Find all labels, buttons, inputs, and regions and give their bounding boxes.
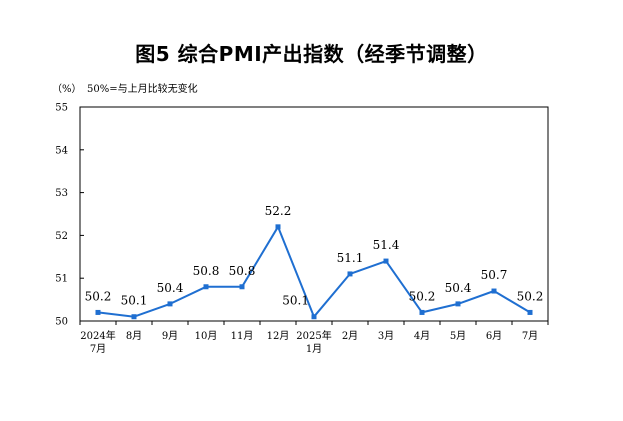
data-label: 50.2	[85, 289, 112, 303]
data-label: 51.4	[373, 238, 400, 252]
data-point-marker	[311, 314, 317, 320]
data-point-marker	[203, 284, 209, 290]
y-tick-label: 50	[55, 317, 68, 328]
data-label: 50.2	[517, 289, 544, 303]
series-line	[97, 225, 531, 318]
data-label: 50.7	[481, 268, 508, 282]
data-label: 50.4	[157, 281, 184, 295]
x-tick-label: 1月	[306, 343, 322, 355]
data-label: 50.1	[282, 294, 309, 308]
x-tick-label: 11月	[231, 330, 254, 342]
data-point-marker	[239, 284, 245, 290]
y-tick-label: 53	[55, 188, 68, 199]
chart-annotation: 50%=与上月比较无变化	[87, 84, 198, 95]
x-tick-label: 4月	[414, 330, 430, 342]
x-tick-label: 10月	[195, 330, 218, 342]
data-label: 50.1	[121, 294, 148, 308]
x-tick-label: 7月	[522, 330, 538, 342]
data-point-marker	[347, 271, 353, 277]
x-tick-label: 3月	[378, 330, 394, 342]
x-tick-label: 2月	[342, 330, 358, 342]
x-tick-label: 7月	[90, 343, 106, 355]
x-tick-label: 9月	[162, 330, 178, 342]
x-tick-label: 8月	[126, 330, 142, 342]
data-point-marker	[527, 309, 533, 315]
data-point-marker	[275, 224, 281, 230]
y-tick-label: 54	[55, 145, 68, 156]
data-point-marker	[491, 288, 497, 294]
data-point-marker	[419, 309, 425, 315]
plot-area-frame	[79, 106, 549, 322]
x-tick-label: 2024年	[80, 329, 115, 342]
data-label: 50.4	[445, 281, 472, 295]
data-point-marker	[131, 314, 137, 320]
y-tick-label: 51	[55, 274, 68, 285]
data-label: 50.8	[193, 264, 220, 278]
y-axis-unit: （%）	[52, 84, 82, 95]
x-tick-label: 5月	[450, 330, 466, 342]
y-tick-label: 52	[55, 231, 68, 242]
data-label: 52.2	[265, 204, 292, 218]
data-label: 50.2	[409, 289, 436, 303]
x-tick-label: 2025年	[296, 329, 331, 342]
data-point-marker	[167, 301, 173, 307]
chart-title: 图5 综合PMI产出指数（经季节调整）	[135, 42, 488, 66]
y-tick-label: 55	[55, 103, 68, 114]
data-label: 50.8	[229, 264, 256, 278]
x-tick-label: 6月	[486, 330, 502, 342]
x-tick-label: 12月	[267, 330, 290, 342]
data-point-marker	[383, 258, 389, 264]
data-point-marker	[455, 301, 461, 307]
data-label: 51.1	[337, 251, 364, 265]
data-point-marker	[95, 309, 101, 315]
